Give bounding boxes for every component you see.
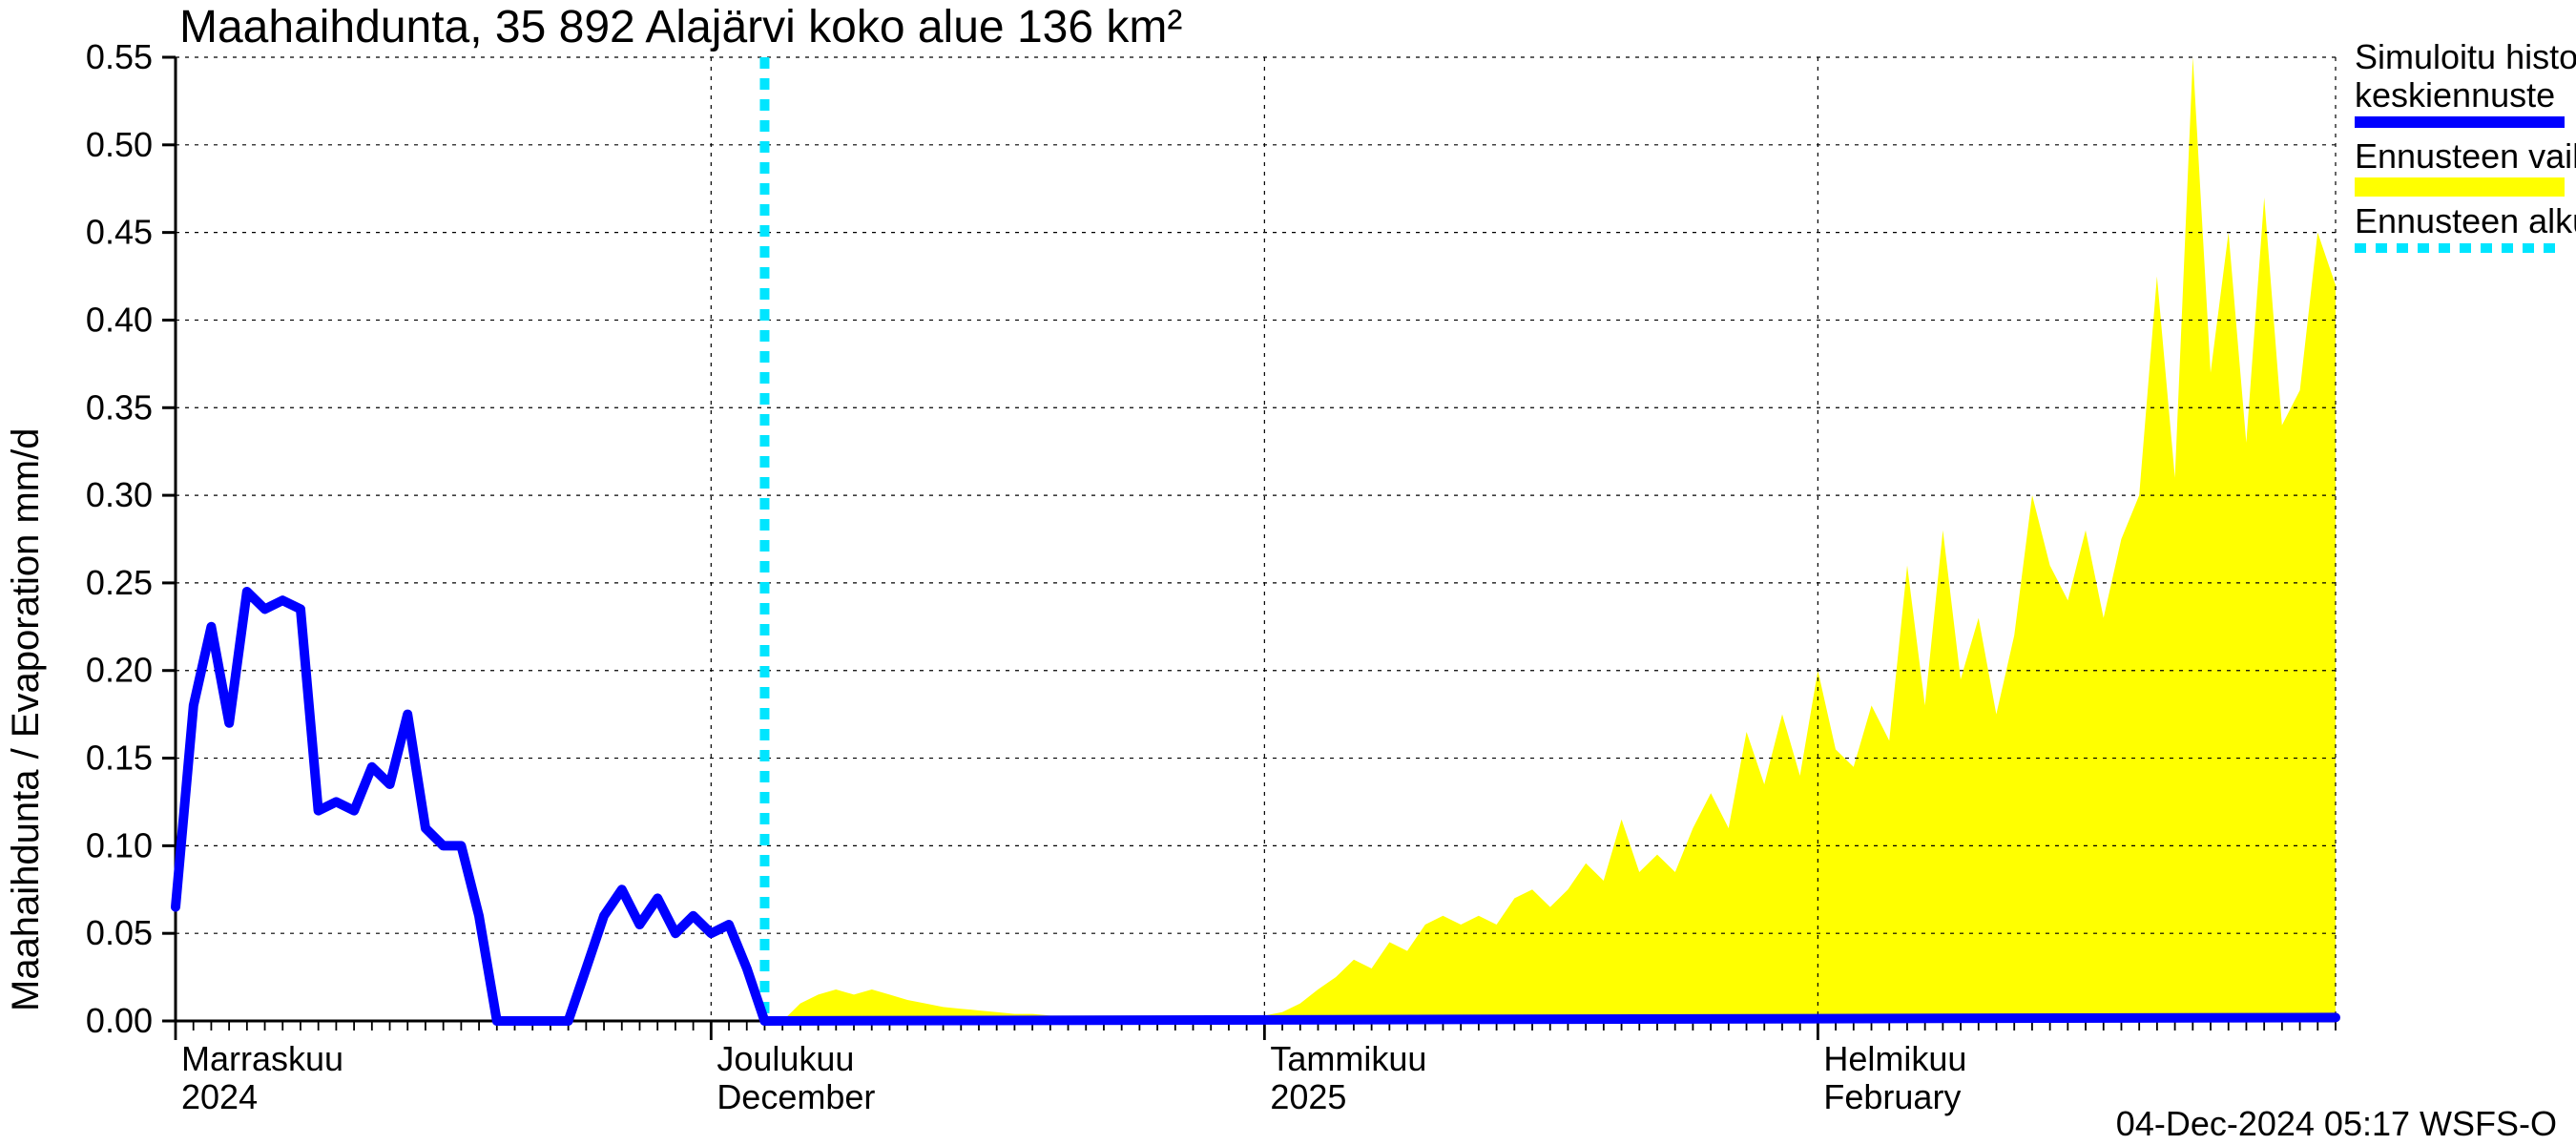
- x-tick-sublabel: February: [1823, 1077, 1961, 1116]
- y-tick-label: 0.35: [86, 387, 153, 427]
- y-tick-label: 0.50: [86, 125, 153, 164]
- x-tick-sublabel: 2025: [1270, 1077, 1346, 1116]
- legend-label: Simuloitu historia ja: [2355, 37, 2576, 76]
- y-tick-label: 0.55: [86, 37, 153, 76]
- x-tick-label: Joulukuu: [717, 1039, 854, 1078]
- legend-label: Ennusteen alku: [2355, 201, 2576, 240]
- chart-title: Maahaihdunta, 35 892 Alajärvi koko alue …: [179, 2, 1182, 52]
- evaporation-chart: 0.00 0.05 0.10 0.15 0.20 0.25 0.30 0.35 0.40 0.45…: [0, 0, 2576, 1145]
- y-tick-label: 0.45: [86, 213, 153, 252]
- chart-footer: 04-Dec-2024 05:17 WSFS-O: [2116, 1104, 2557, 1143]
- legend: Simuloitu historia jakeskiennuste Ennuste…: [2355, 37, 2576, 248]
- y-axis-label: Maahaihdunta / Evaporation mm/d: [5, 428, 47, 1011]
- y-tick-label: 0.00: [86, 1001, 153, 1040]
- y-tick-label: 0.25: [86, 563, 153, 602]
- x-tick-sublabel: 2024: [181, 1077, 258, 1116]
- y-tick-label: 0.10: [86, 825, 153, 864]
- legend-swatch-range: [2355, 177, 2565, 197]
- y-tick-label: 0.15: [86, 739, 153, 778]
- y-tick-label: 0.40: [86, 300, 153, 339]
- legend-label: keskiennuste: [2355, 75, 2555, 114]
- x-tick-sublabel: December: [717, 1077, 875, 1116]
- x-tick-label: Marraskuu: [181, 1039, 343, 1078]
- y-tick-label: 0.05: [86, 913, 153, 952]
- y-tick-label: 0.20: [86, 651, 153, 690]
- x-tick-label: Helmikuu: [1823, 1039, 1966, 1078]
- legend-label: Ennusteen vaihteluväli: [2355, 136, 2576, 176]
- x-tick-label: Tammikuu: [1270, 1039, 1426, 1078]
- y-tick-label: 0.30: [86, 475, 153, 514]
